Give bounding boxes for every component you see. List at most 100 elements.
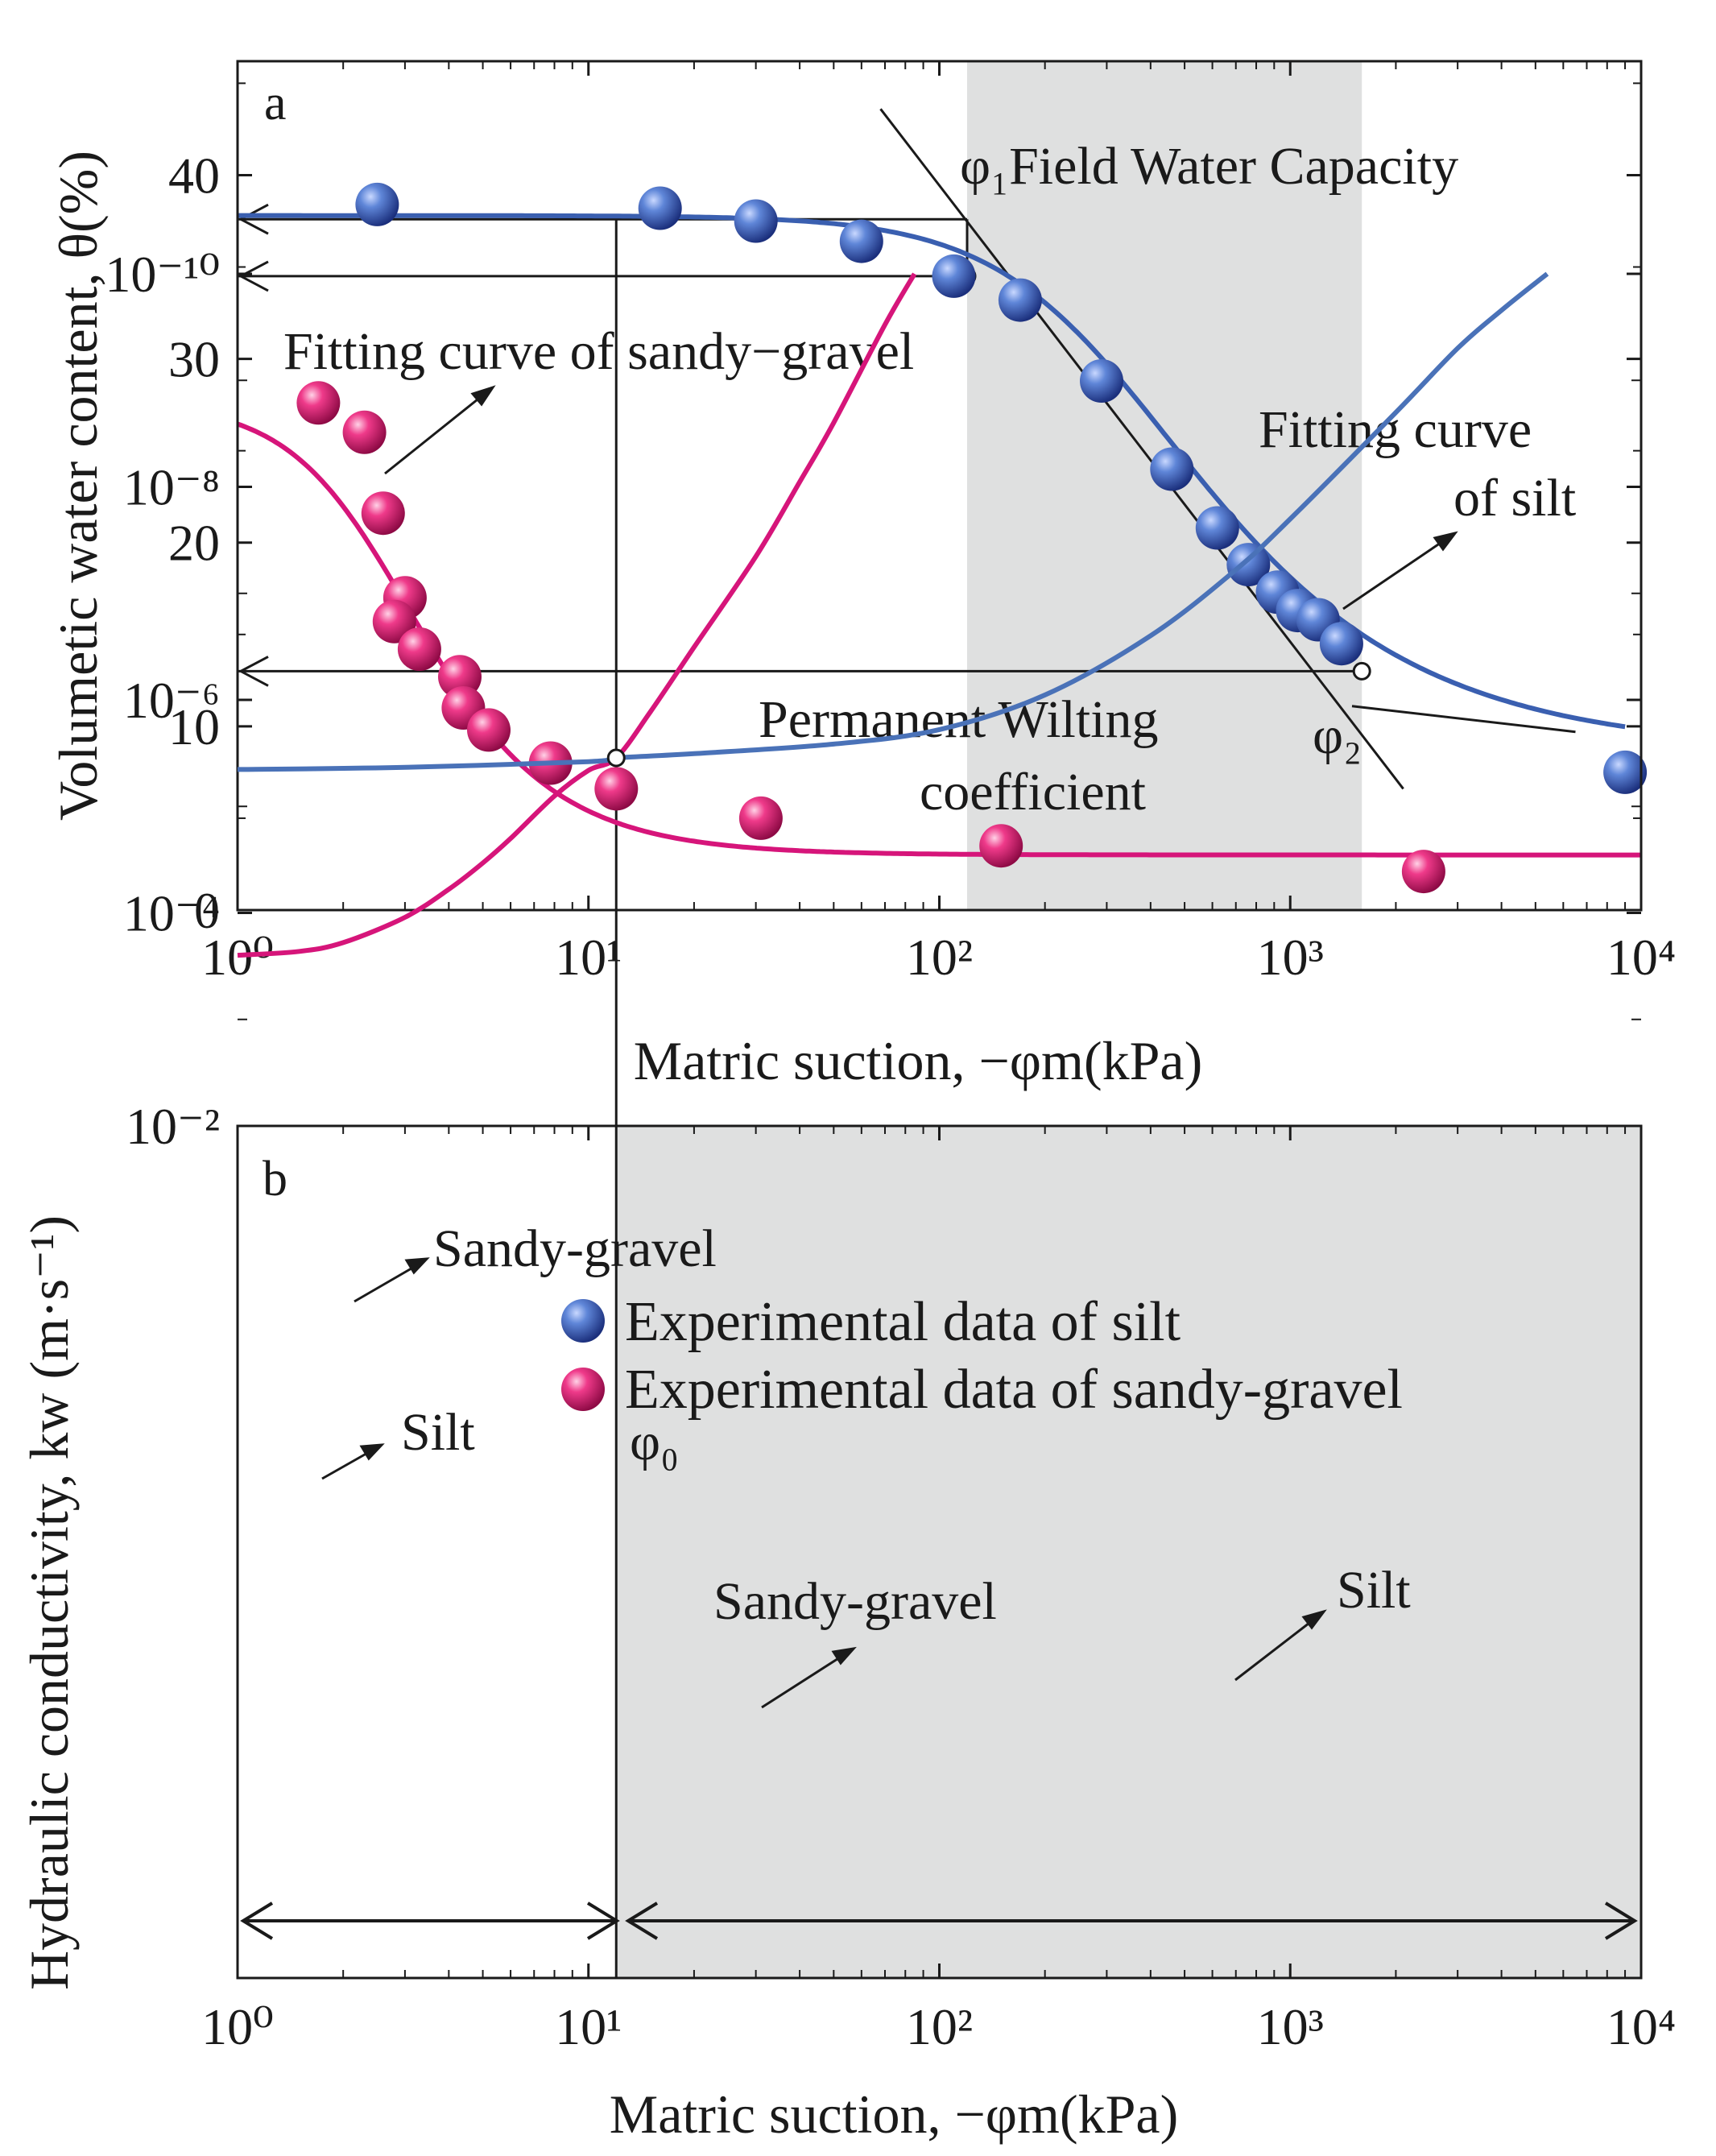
fit-silt-label-line1: Fitting curve [1259,400,1532,459]
sandy-fit-arrowhead [470,385,496,407]
wilting-label-line1: Permanent Wilting [759,690,1159,749]
fit-silt-label-line2: of silt [1453,469,1576,528]
panel-a: 10⁰ 10¹ 10² 10³ 10⁴ 0 10 20 30 40 a φ₁Field Water… [48,60,1676,1126]
panel-b-annotation-arrows [321,1257,1327,1709]
silt-right-label: Silt [1337,1561,1411,1620]
range-arrow-left-head-r [586,1902,620,1940]
legend-silt-marker [561,1299,605,1343]
sandy-gravel-data-point [361,491,405,536]
silt-right-arrowhead [1301,1609,1327,1630]
b-y-tick-label: 10⁻¹⁰ [105,246,220,303]
phi2-point [1352,661,1371,681]
panel-a-x-axis-title: Matric suction, −φm(kPa) [634,1030,1202,1091]
sandy-gravel-data-point [594,767,639,811]
silt-fit-arrowhead [1433,531,1458,552]
sandy-gravel-data-point [372,599,416,643]
silt-data-point [998,278,1042,322]
b-y-tick-label: 10⁻² [126,1098,220,1155]
silt-data-point [1319,622,1363,666]
wilting-label-line2: coefficient [920,763,1146,821]
silt-left-label: Silt [401,1403,475,1462]
sandy-gravel-conductivity-curve [237,272,917,958]
phi0-label: φ₀ [630,1413,679,1471]
panel-b-y-axis-title: Hydraulic conductivity, kw (m·s⁻¹) [19,1215,80,1990]
silt-data-point [839,219,883,263]
panel-b-ticks: 10⁰ 10¹ 10² 10³ 10⁴ 10⁻² 10⁻⁴ 10⁻⁶ 10⁻⁸ 10⁻¹⁰ [105,246,1676,2055]
a-y-tick-label: 40 [168,147,220,204]
silt-data-point [734,199,778,243]
a-x-tick-label: 10¹ [555,929,622,986]
panel-a-letter: a [264,76,287,130]
silt-data-point [1150,447,1194,491]
legend: Experimental data of silt Experimental d… [561,1291,1403,1421]
sandy-mid-label: Sandy-gravel [713,1572,997,1631]
range-arrows [240,1902,1638,1940]
sandy-gravel-data-point [397,627,441,671]
sandy-mid-arrow [761,1654,843,1709]
sandy-top-arrowhead [404,1257,430,1275]
panel-b-shade [616,1126,1642,1978]
panel-b: 10⁰ 10¹ 10² 10³ 10⁴ 10⁻² 10⁻⁴ 10⁻⁶ 10⁻⁸ 10⁻¹⁰ b S… [19,246,1676,2145]
a-y-tick-label: 30 [168,331,220,388]
panel-a-annotation-arrows [384,385,1458,610]
panel-a-ticks: 10⁰ 10¹ 10² 10³ 10⁴ 0 10 20 30 40 [168,61,1676,986]
silt-data-point [932,254,976,298]
b-x-tick-label: 10⁰ [201,1998,274,2055]
residual-tangent-line [1351,705,1576,734]
silt-data-point [1080,359,1123,403]
a-x-tick-label: 10⁰ [201,929,274,986]
panel-a-data-points [296,182,1648,894]
legend-silt-label: Experimental data of silt [625,1291,1181,1353]
field-capacity-arrowhead [238,203,269,235]
silt-conductivity-curve [237,271,1549,772]
phi0-point [606,748,626,768]
a-x-tick-label: 10² [906,929,973,986]
legend-sandy-marker [561,1368,605,1411]
wilting-arrowhead [238,656,269,687]
panel-a-y-axis-title: Volumetic water content, θ(%) [48,151,109,821]
b-x-tick-label: 10¹ [555,1998,622,2055]
panel-b-letter: b [263,1152,287,1206]
sandy-gravel-data-point [979,824,1023,868]
b-x-tick-label: 10² [906,1998,973,2055]
range-arrow-right-head-l [625,1902,659,1940]
b-y-tick-label: 10⁻⁴ [123,885,220,942]
sandy-fit-arrow [384,395,482,475]
range-arrow-left-head-l [240,1902,274,1940]
silt-fitting-curve [238,213,1626,730]
sandy-gravel-data-point [738,796,783,840]
fit-sandy-label: Fitting curve of sandy−gravel [283,322,914,381]
silt-outlier-data-point [1603,750,1648,794]
b-y-tick-label: 10⁻⁸ [123,459,220,516]
silt-data-point [638,186,682,230]
sandy-gravel-data-point [296,381,341,425]
silt-data-point [1195,506,1239,550]
sandy-mid-arrowhead [831,1646,857,1666]
field-capacity-label: φ₁Field Water Capacity [960,137,1458,196]
legend-sandy-label: Experimental data of sandy-gravel [625,1359,1403,1421]
phi2-label: φ₂ [1313,706,1362,765]
silt-left-arrowhead [359,1443,385,1461]
a-x-tick-label: 10⁴ [1606,929,1676,986]
sandy-gravel-data-point [467,708,511,752]
silt-tangent-line [879,108,1404,790]
b-y-tick-label: 10⁻⁶ [123,672,220,729]
range-arrow-right-head-r [1604,1902,1638,1940]
silt-data-point [1226,543,1271,587]
tangent-point-arrowhead [238,260,269,292]
panel-b-x-axis-title: Matric suction, −φm(kPa) [610,2084,1178,2145]
silt-left-arrow [321,1450,371,1480]
sandy-gravel-data-point [342,410,387,454]
a-y-tick-label: 0 [194,882,220,939]
silt-right-arrow [1234,1619,1313,1682]
silt-fit-arrow [1342,540,1444,610]
sandy-top-label: Sandy-gravel [433,1219,717,1278]
sandy-top-arrow [354,1264,416,1303]
a-y-tick-label: 10 [168,698,220,755]
a-x-tick-label: 10³ [1257,929,1324,986]
b-x-tick-label: 10⁴ [1606,1998,1676,2055]
b-x-tick-label: 10³ [1257,1998,1324,2055]
sandy-gravel-outlier-data-point [1401,850,1445,894]
silt-data-point [355,182,399,226]
